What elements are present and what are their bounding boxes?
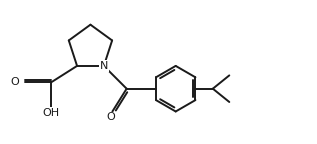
Text: OH: OH [42,108,60,118]
Text: O: O [107,112,115,122]
Text: O: O [11,77,19,87]
Text: N: N [100,61,108,71]
